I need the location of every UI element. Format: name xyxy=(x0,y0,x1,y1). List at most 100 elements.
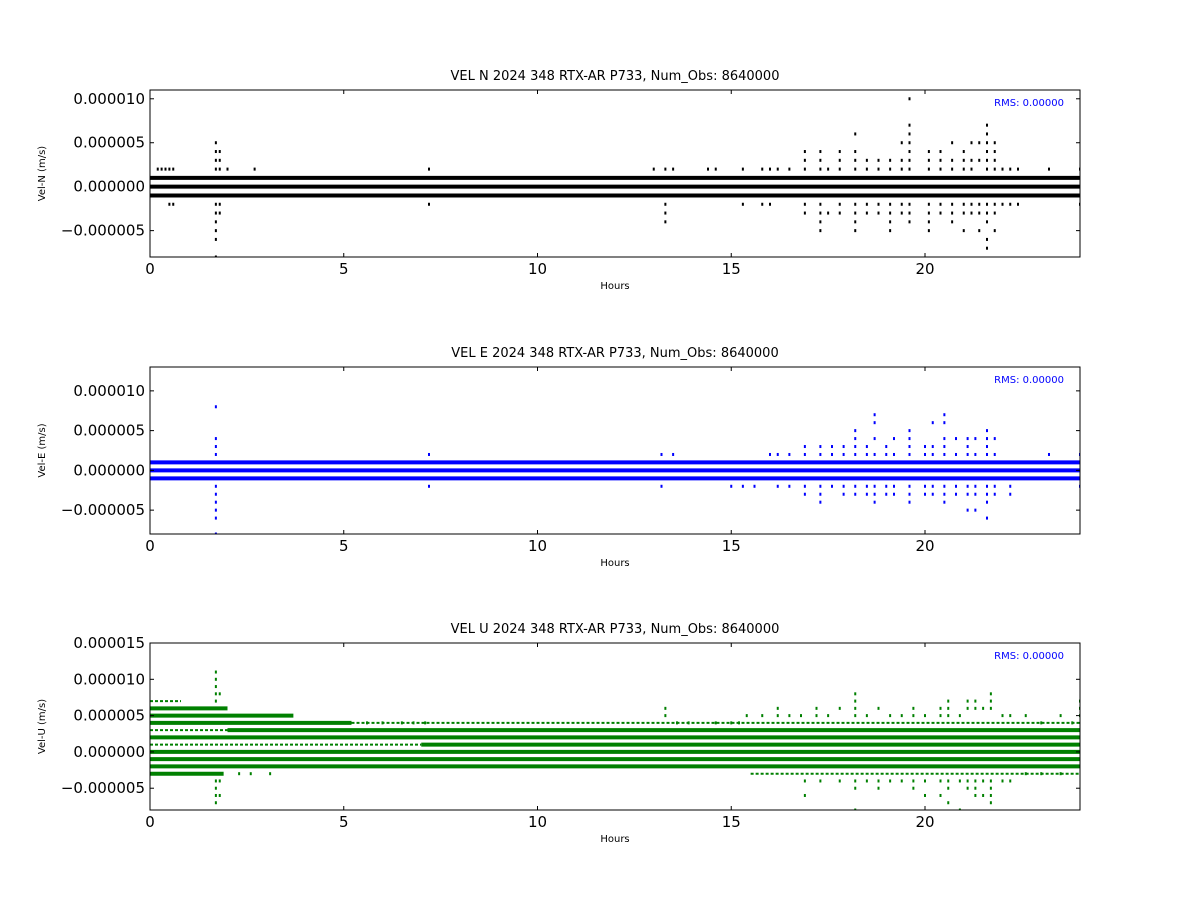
data-point xyxy=(989,706,992,710)
panel-2-axes-frame xyxy=(149,366,1081,535)
data-point xyxy=(218,793,221,797)
y-tick-label: −0.000005 xyxy=(61,222,145,240)
data-point xyxy=(900,141,903,145)
data-point xyxy=(168,167,171,171)
data-point xyxy=(889,779,892,783)
data-point xyxy=(803,211,806,215)
data-point xyxy=(951,167,954,171)
data-point xyxy=(214,255,217,257)
data-point xyxy=(893,437,895,441)
panel-3-y-axis-label: Vel-U (m/s) xyxy=(37,699,48,754)
data-point xyxy=(955,484,957,488)
data-point xyxy=(838,706,841,710)
data-point xyxy=(993,141,996,145)
data-point xyxy=(598,764,601,768)
data-point xyxy=(908,492,911,496)
data-point xyxy=(908,445,911,449)
data-point xyxy=(943,500,946,504)
data-point xyxy=(927,158,930,162)
data-point xyxy=(575,764,578,768)
panel-2-title: VEL E 2024 348 RTX-AR P733, Num_Obs: 864… xyxy=(451,346,778,361)
data-point xyxy=(831,445,833,449)
data-point xyxy=(214,405,217,409)
data-point xyxy=(218,211,221,215)
data-point xyxy=(966,786,969,790)
data-point xyxy=(776,167,779,171)
data-point xyxy=(947,714,950,718)
x-tick-label: 20 xyxy=(915,537,934,555)
data-point xyxy=(664,764,667,768)
data-point xyxy=(854,808,857,810)
data-point xyxy=(986,516,988,520)
data-point xyxy=(986,220,988,224)
panel-2-x-axis-label: Hours xyxy=(600,558,629,569)
data-point xyxy=(900,779,903,783)
data-point xyxy=(428,484,430,488)
data-point xyxy=(249,772,252,776)
data-point xyxy=(424,721,427,725)
data-point xyxy=(788,714,791,718)
data-point xyxy=(865,211,868,215)
data-point xyxy=(939,706,942,710)
data-point xyxy=(753,484,756,488)
data-point xyxy=(986,246,988,250)
data-point xyxy=(877,167,880,171)
data-point xyxy=(986,492,988,496)
data-point xyxy=(885,452,888,456)
data-point xyxy=(865,779,868,783)
data-point xyxy=(993,167,996,171)
data-point xyxy=(993,492,996,496)
data-point xyxy=(962,229,965,233)
y-tick-label: 0.000005 xyxy=(73,707,145,725)
data-point xyxy=(943,452,946,456)
data-point xyxy=(854,699,857,703)
data-point xyxy=(900,202,903,206)
data-point xyxy=(924,484,926,488)
data-point xyxy=(970,141,973,145)
data-point xyxy=(714,721,717,725)
data-point xyxy=(462,757,465,761)
data-point xyxy=(924,779,926,783)
data-point xyxy=(912,779,915,783)
data-point xyxy=(908,452,911,456)
data-point xyxy=(893,452,895,456)
data-point xyxy=(214,452,217,456)
data-point xyxy=(986,429,988,433)
data-point xyxy=(214,779,217,783)
data-point xyxy=(214,786,217,790)
data-point xyxy=(986,437,988,441)
data-point xyxy=(989,801,992,805)
data-point xyxy=(1048,452,1050,456)
data-point xyxy=(1048,167,1050,171)
data-point xyxy=(214,437,217,441)
data-point xyxy=(865,484,868,488)
panel-3-axes-frame xyxy=(149,642,1081,811)
data-point xyxy=(664,167,667,171)
data-point xyxy=(927,202,930,206)
data-point xyxy=(854,211,857,215)
data-point xyxy=(893,492,895,496)
data-point xyxy=(982,793,985,797)
panel-3-rms-annotation: RMS: 0.00000 xyxy=(994,651,1064,662)
data-point xyxy=(939,714,942,718)
data-point xyxy=(939,158,942,162)
data-point xyxy=(854,445,857,449)
y-tick-label: 0.000000 xyxy=(73,178,145,196)
data-point xyxy=(970,167,973,171)
data-point xyxy=(908,437,911,441)
data-point xyxy=(931,445,934,449)
data-point xyxy=(218,779,221,783)
data-point xyxy=(1071,721,1074,725)
data-point xyxy=(156,167,159,171)
data-point xyxy=(819,484,822,488)
data-point xyxy=(993,229,996,233)
data-point xyxy=(1009,714,1012,718)
x-tick-label: 15 xyxy=(722,537,741,555)
data-point xyxy=(986,150,988,154)
data-point xyxy=(978,229,981,233)
data-point xyxy=(358,757,361,761)
data-point xyxy=(889,211,892,215)
data-point xyxy=(986,132,988,136)
data-point xyxy=(400,721,403,725)
data-point xyxy=(951,158,954,162)
